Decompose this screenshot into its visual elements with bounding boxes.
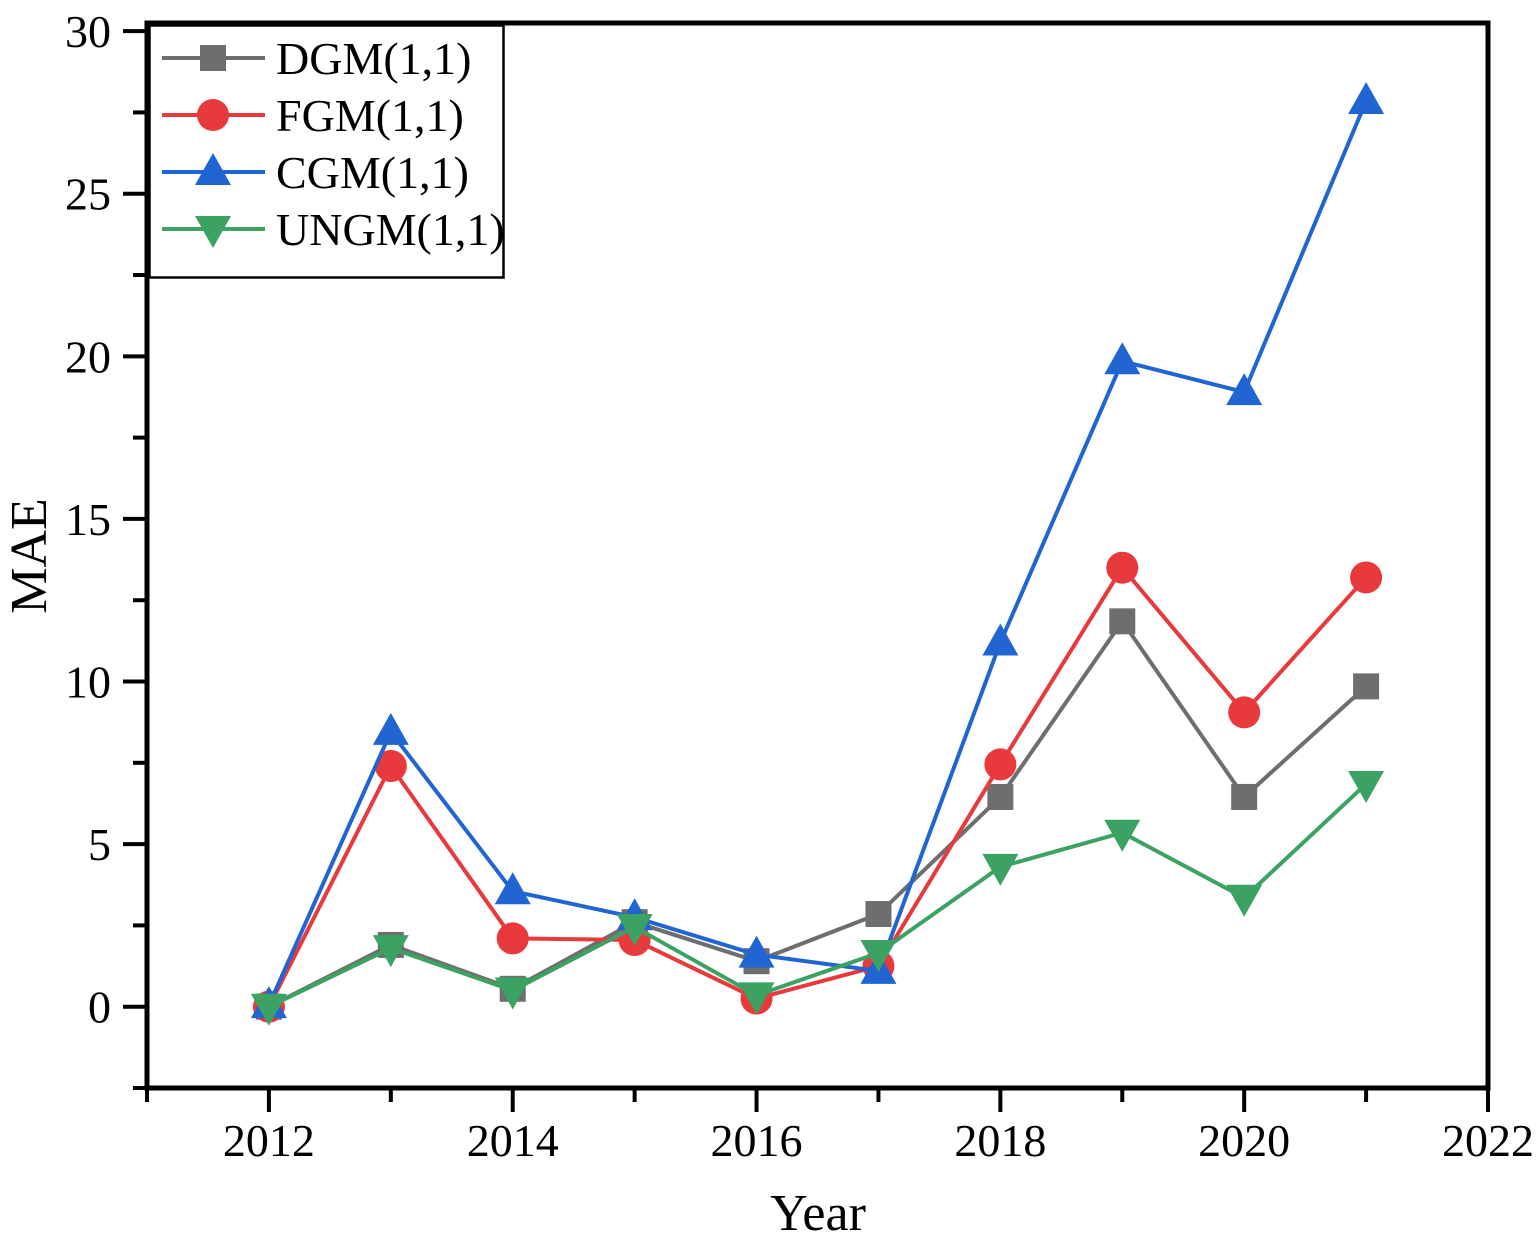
marker-triangle-down — [1104, 819, 1141, 852]
marker-triangle-down — [1226, 884, 1263, 917]
x-tick-label: 2020 — [1198, 1115, 1290, 1166]
marker-triangle-down — [738, 982, 775, 1015]
x-tick-label: 2016 — [711, 1115, 803, 1166]
marker-triangle-up — [1226, 373, 1263, 406]
marker-triangle-down — [372, 935, 409, 968]
x-tick-label: 2018 — [954, 1115, 1046, 1166]
y-tick-label: 0 — [88, 982, 111, 1033]
series-line — [268, 617, 1368, 1009]
x-axis-title: Year — [770, 1185, 866, 1242]
series-line — [267, 100, 1368, 1006]
legend-label-fgm: FGM(1,1) — [276, 90, 464, 141]
marker-square — [987, 783, 1014, 810]
marker-triangle-up — [195, 153, 231, 185]
marker-circle — [374, 750, 407, 783]
series-line — [268, 782, 1368, 1009]
marker-triangle-up — [494, 872, 531, 905]
y-tick-label: 10 — [65, 657, 111, 708]
legend-label-ungm: UNGM(1,1) — [276, 204, 505, 255]
axis-ticks — [123, 29, 1490, 1112]
marker-triangle-down — [250, 993, 287, 1026]
marker-square — [1353, 673, 1380, 700]
marker-triangle-down — [860, 940, 897, 973]
plot-frame — [144, 20, 1491, 1091]
marker-triangle-down — [195, 216, 231, 248]
marker-triangle-up — [1348, 82, 1385, 115]
x-tick-label: 2014 — [467, 1115, 559, 1166]
marker-triangle-down — [616, 914, 653, 947]
marker-circle — [984, 748, 1017, 781]
marker-square — [200, 45, 226, 71]
legend-entry-marker — [162, 216, 265, 248]
marker-triangle-down — [494, 977, 531, 1010]
axis-tick-labels: 2012 2014 2016 2018 2020 2022 0 5 10 15 20 25 30 — [65, 6, 1534, 1166]
legend: DGM(1,1) FGM(1,1) CGM(1,1) UNGM(1,1) — [148, 24, 505, 279]
legend-entry-marker — [162, 45, 265, 71]
marker-circle — [1228, 696, 1261, 729]
marker-circle — [1106, 551, 1139, 584]
marker-square — [1231, 783, 1258, 810]
y-tick-label: 30 — [65, 6, 111, 57]
marker-circle — [197, 99, 229, 131]
x-tick-label: 2022 — [1442, 1115, 1534, 1166]
marker-triangle-up — [372, 712, 409, 745]
y-axis-title: MAE — [1, 498, 58, 614]
marker-triangle-up — [982, 623, 1019, 656]
y-tick-label: 25 — [65, 169, 111, 220]
marker-triangle-up — [1104, 342, 1141, 375]
series-ungm11 — [250, 770, 1385, 1026]
marker-triangle-down — [982, 853, 1019, 886]
series-fgm11 — [252, 551, 1383, 1023]
marker-circle — [1350, 561, 1383, 594]
y-tick-label: 5 — [88, 819, 111, 870]
marker-square — [1109, 608, 1136, 635]
series-line — [267, 564, 1368, 1008]
legend-label-cgm: CGM(1,1) — [276, 147, 469, 198]
legend-markers — [162, 45, 265, 248]
legend-entry-marker — [162, 153, 265, 185]
legend-label-dgm: DGM(1,1) — [276, 33, 471, 84]
marker-triangle-up — [738, 935, 775, 968]
y-tick-label: 20 — [65, 331, 111, 382]
marker-circle — [496, 922, 529, 955]
marker-square — [865, 901, 892, 928]
marker-triangle-down — [1348, 770, 1385, 803]
legend-entry-marker — [162, 99, 265, 131]
x-tick-label: 2012 — [223, 1115, 315, 1166]
y-tick-label: 15 — [65, 494, 111, 545]
data-series — [250, 82, 1385, 1026]
